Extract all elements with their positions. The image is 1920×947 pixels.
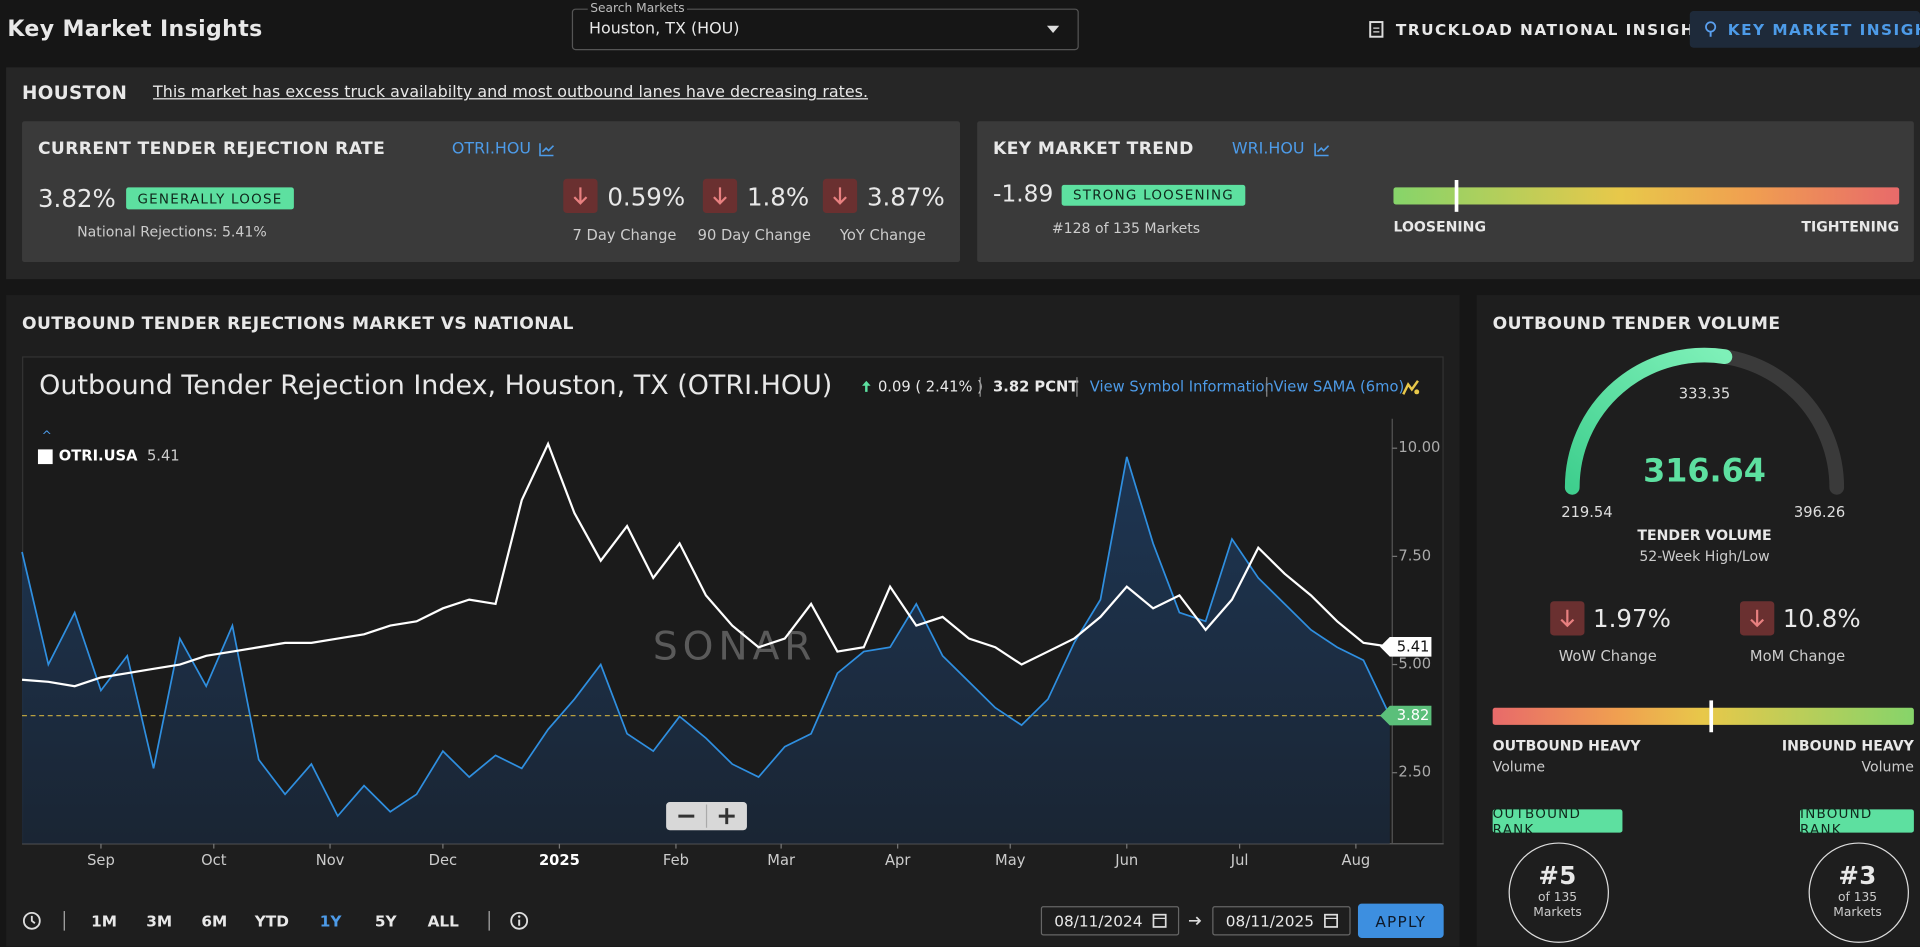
market-name: HOUSTON <box>22 82 128 105</box>
date-input[interactable] <box>1040 906 1180 936</box>
gauge-label: TENDER VOLUME <box>1637 526 1772 544</box>
search-value: Houston, TX (HOU) <box>588 19 740 39</box>
market-rank: #128 of 135 Markets <box>1051 219 1201 237</box>
change-value: 1.97% <box>1593 603 1671 634</box>
range-button[interactable]: YTD <box>254 911 289 931</box>
symbol-change: 0.09 ( 2.41% ) <box>877 378 983 396</box>
change-label: MoM Change <box>1749 647 1846 665</box>
range-button[interactable]: 1Y <box>319 911 342 931</box>
balance-scale <box>1492 707 1914 725</box>
sama-icon[interactable] <box>1401 377 1421 397</box>
rank-of: of 135 Markets <box>1533 891 1582 920</box>
clock-icon[interactable] <box>22 911 42 931</box>
down-arrow <box>1560 609 1575 628</box>
change-value: 1.8% <box>746 182 810 212</box>
range-button[interactable]: 5Y <box>374 911 397 931</box>
range-button[interactable]: 1M <box>91 911 118 931</box>
up-arrow <box>862 380 871 392</box>
down-arrow <box>573 187 588 205</box>
rank-circle <box>1508 842 1609 943</box>
search-label: Search Markets <box>587 2 688 18</box>
scale-right: INBOUND HEAVY <box>1781 737 1914 755</box>
separator <box>488 911 490 931</box>
down-indicator <box>563 178 598 214</box>
separator <box>979 377 981 397</box>
down-indicator <box>702 178 738 214</box>
range-button[interactable]: 6M <box>201 911 228 931</box>
scale-left: LOOSENING <box>1393 218 1487 236</box>
national-rejections: National Rejections: 5.41% <box>77 222 267 241</box>
date-input[interactable] <box>1212 906 1351 936</box>
down-indicator <box>1550 601 1585 636</box>
calendar-icon[interactable] <box>1152 912 1167 928</box>
rank-value: #5 <box>1538 860 1577 891</box>
date-to: 08/11/2025 <box>1225 911 1314 931</box>
dropdown-caret[interactable] <box>1046 24 1061 34</box>
change-label: WoW Change <box>1558 647 1657 665</box>
calendar-icon[interactable] <box>1324 912 1339 928</box>
zoom-icons[interactable] <box>666 802 747 830</box>
scale-left: OUTBOUND HEAVY <box>1492 737 1641 755</box>
rank-value: #3 <box>1838 860 1877 891</box>
card-title: CURRENT TENDER REJECTION RATE <box>37 139 386 159</box>
symbol-link[interactable]: WRI.HOU <box>1231 139 1305 159</box>
separator <box>1076 377 1078 397</box>
panel-title: OUTBOUND TENDER REJECTIONS MARKET VS NAT… <box>22 314 574 334</box>
down-arrow <box>1750 609 1765 628</box>
nav-icon <box>1705 21 1717 37</box>
change-value: 3.87% <box>866 182 945 212</box>
gauge-sublabel: 52-Week High/Low <box>1639 547 1770 565</box>
chart-icon[interactable] <box>539 142 555 157</box>
scale-right: TIGHTENING <box>1801 218 1900 236</box>
change-value: 0.59% <box>607 182 686 212</box>
chart-link[interactable]: View SAMA (6mo) <box>1273 378 1405 396</box>
apply-button[interactable]: APPLY <box>1357 903 1444 938</box>
chart-icon[interactable] <box>1314 142 1330 157</box>
chart-frame <box>22 356 1444 845</box>
chart-link[interactable]: View Symbol Information <box>1089 378 1274 396</box>
change-label: 90 Day Change <box>697 226 811 244</box>
scale-right-sub: Volume <box>1861 758 1914 776</box>
change-label: 7 Day Change <box>572 226 677 244</box>
trend-marker <box>1454 180 1459 212</box>
trend-scale <box>1393 187 1900 205</box>
nav-icon <box>1369 21 1384 38</box>
chart-title: Outbound Tender Rejection Index, Houston… <box>39 370 833 402</box>
symbol-last: 3.82 PCNT <box>993 378 1079 396</box>
change-value: 10.8% <box>1782 603 1861 634</box>
arrow-icon <box>1188 916 1202 926</box>
card-title: KEY MARKET TREND <box>993 139 1194 159</box>
rank-badge: INBOUND RANK <box>1800 805 1914 837</box>
search-box[interactable] <box>571 8 1079 51</box>
change-label: YoY Change <box>839 226 926 244</box>
rejection-value: 3.82% <box>37 183 116 214</box>
nav-active[interactable] <box>1689 11 1920 48</box>
rank-of: of 135 Markets <box>1833 891 1882 920</box>
app-title: Key Market Insights <box>7 16 263 42</box>
nav-link[interactable]: TRUCKLOAD NATIONAL INSIGHTS <box>1395 20 1720 39</box>
separator <box>1266 377 1268 397</box>
range-button[interactable]: ALL <box>427 911 459 931</box>
nav-link-active[interactable]: KEY MARKET INSIGHTS <box>1727 20 1920 39</box>
symbol-link[interactable]: OTRI.HOU <box>451 139 532 159</box>
rank-circle <box>1808 842 1909 943</box>
range-button[interactable]: 3M <box>146 911 173 931</box>
separator <box>63 911 65 931</box>
trend-value: -1.89 <box>993 180 1054 208</box>
panel-title: OUTBOUND TENDER VOLUME <box>1492 314 1781 334</box>
info-icon[interactable] <box>509 911 529 931</box>
down-indicator <box>1740 601 1775 636</box>
down-arrow <box>713 187 727 205</box>
down-indicator <box>822 178 858 214</box>
down-arrow <box>833 187 847 205</box>
balance-marker <box>1709 700 1714 733</box>
status-badge: GENERALLY LOOSE <box>126 187 294 210</box>
status-badge: STRONG LOOSENING <box>1061 184 1246 206</box>
rank-badge: OUTBOUND RANK <box>1492 805 1623 837</box>
market-description: This market has excess truck availabilty… <box>153 83 869 102</box>
scale-left-sub: Volume <box>1492 758 1546 776</box>
date-from: 08/11/2024 <box>1054 911 1143 931</box>
